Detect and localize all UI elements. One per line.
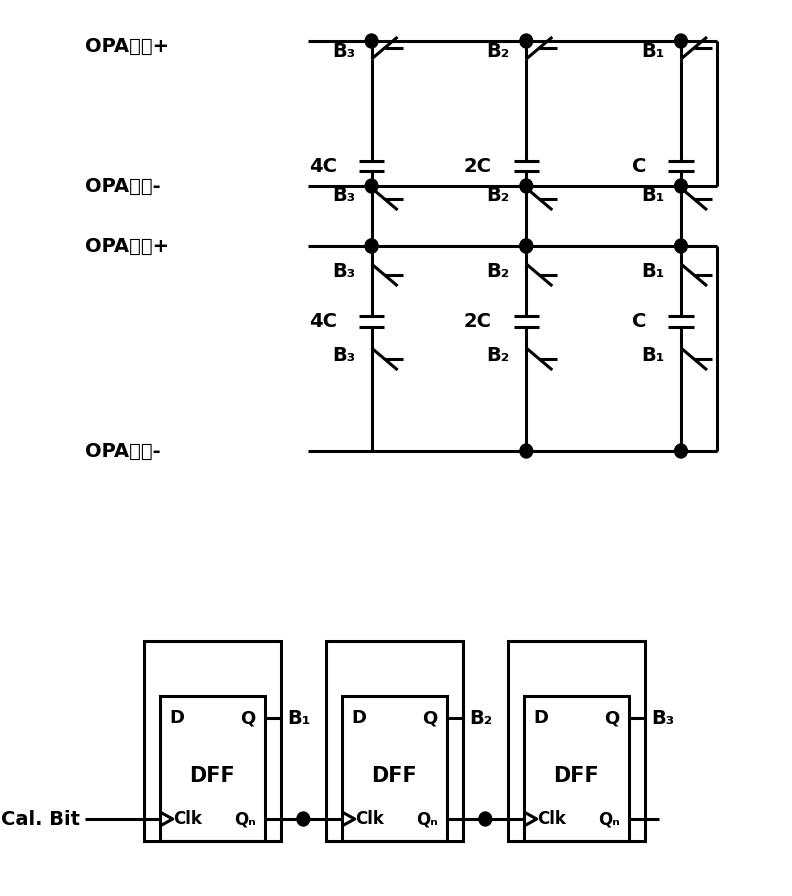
Text: D: D <box>169 709 184 727</box>
Text: C: C <box>632 157 646 176</box>
Circle shape <box>365 34 378 48</box>
Circle shape <box>675 239 687 253</box>
Text: B₁: B₁ <box>642 186 664 205</box>
Text: B₁: B₁ <box>642 346 664 366</box>
Circle shape <box>675 179 687 193</box>
Text: 2C: 2C <box>463 312 492 331</box>
Circle shape <box>365 179 378 193</box>
Text: B₃: B₃ <box>332 263 355 281</box>
Circle shape <box>675 34 687 48</box>
Text: Q: Q <box>422 709 437 727</box>
Text: B₁: B₁ <box>287 709 310 728</box>
Circle shape <box>297 812 310 826</box>
Text: B₁: B₁ <box>642 263 664 281</box>
Circle shape <box>365 239 378 253</box>
Text: 4C: 4C <box>309 312 337 331</box>
Text: OPA输出+: OPA输出+ <box>85 237 169 255</box>
Circle shape <box>520 444 533 458</box>
Bar <box>143 641 281 841</box>
Bar <box>508 641 645 841</box>
Text: B₁: B₁ <box>642 42 664 61</box>
Text: Cal. Bit: Cal. Bit <box>2 809 80 829</box>
Text: 4C: 4C <box>309 157 337 176</box>
Text: B₃: B₃ <box>651 709 675 728</box>
Text: Qₙ: Qₙ <box>234 810 256 828</box>
Circle shape <box>479 812 492 826</box>
Text: D: D <box>533 709 548 727</box>
Text: OPA输入+: OPA输入+ <box>85 37 169 56</box>
Text: DFF: DFF <box>371 766 417 786</box>
Circle shape <box>520 239 533 253</box>
Bar <box>342 696 447 841</box>
Circle shape <box>675 444 687 458</box>
Text: Qₙ: Qₙ <box>598 810 619 828</box>
Text: B₂: B₂ <box>486 263 510 281</box>
Circle shape <box>520 179 533 193</box>
Circle shape <box>520 34 533 48</box>
Text: Qₙ: Qₙ <box>416 810 437 828</box>
Bar <box>326 641 463 841</box>
Text: OPA输出-: OPA输出- <box>85 177 161 195</box>
Text: Clk: Clk <box>537 810 565 828</box>
Circle shape <box>365 239 378 253</box>
Text: B₂: B₂ <box>486 346 510 366</box>
Circle shape <box>520 239 533 253</box>
Text: Q: Q <box>240 709 256 727</box>
Text: 2C: 2C <box>463 157 492 176</box>
Text: B₂: B₂ <box>486 186 510 205</box>
Text: B₂: B₂ <box>470 709 493 728</box>
Text: DFF: DFF <box>189 766 235 786</box>
Text: Clk: Clk <box>355 810 383 828</box>
Text: B₃: B₃ <box>332 42 355 61</box>
Text: B₃: B₃ <box>332 346 355 366</box>
Text: DFF: DFF <box>554 766 600 786</box>
Text: D: D <box>351 709 366 727</box>
Text: OPA输入-: OPA输入- <box>85 442 161 461</box>
Text: B₂: B₂ <box>486 42 510 61</box>
Bar <box>160 696 265 841</box>
Text: Q: Q <box>604 709 619 727</box>
Bar <box>524 696 629 841</box>
Text: B₃: B₃ <box>332 186 355 205</box>
Text: C: C <box>632 312 646 331</box>
Text: Clk: Clk <box>173 810 202 828</box>
